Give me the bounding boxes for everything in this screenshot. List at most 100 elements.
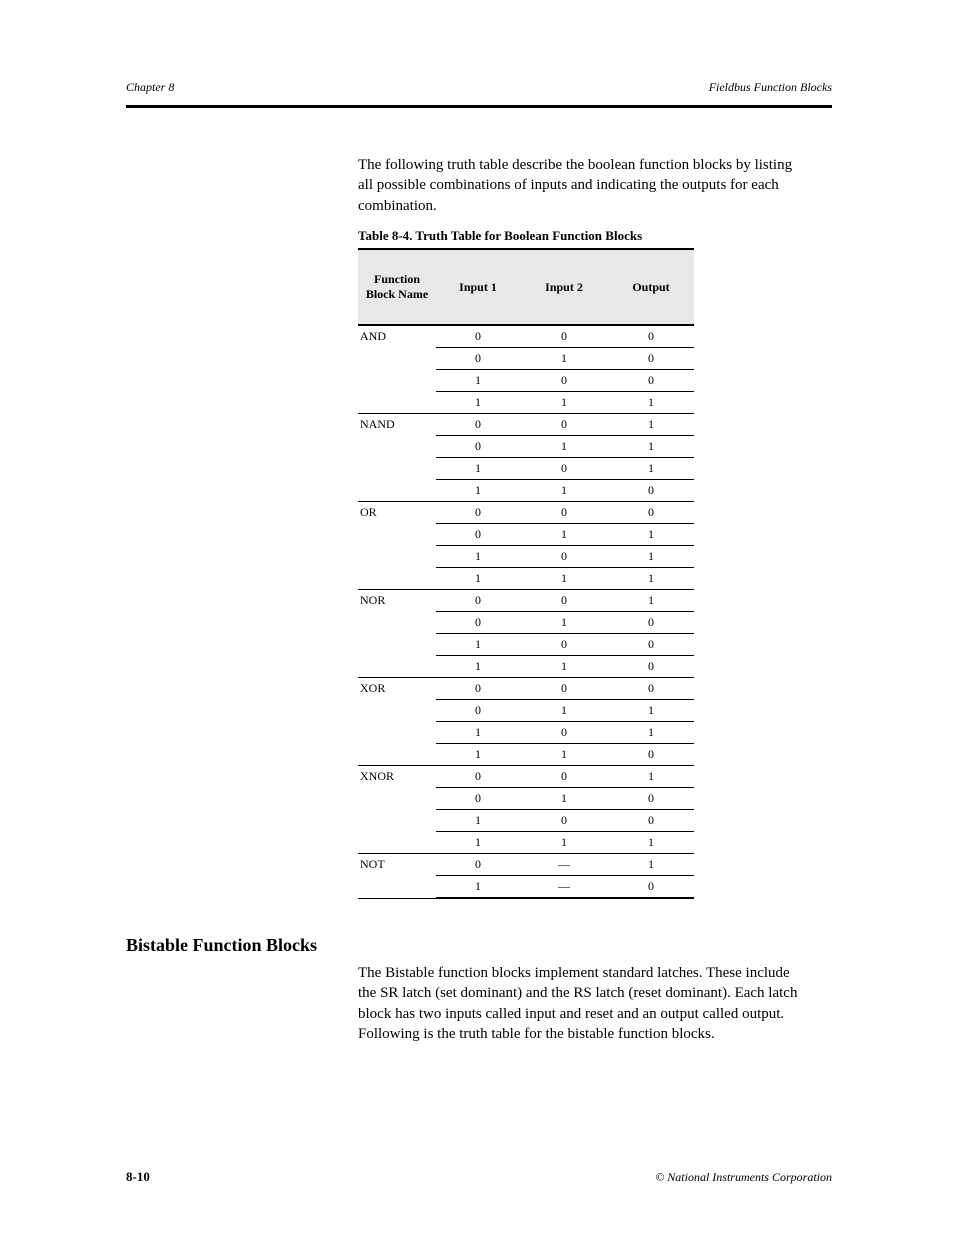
table-cell: 0 [608,876,694,899]
block-name-cell: AND [358,325,436,348]
table-row: OR000 [358,502,694,524]
block-name-cell [358,700,436,722]
table-row: 1—0 [358,876,694,899]
table-header-in2: Input 2 [520,249,608,325]
table-cell: 0 [608,744,694,766]
table-cell: 1 [608,832,694,854]
block-name-cell [358,436,436,458]
table-row: XOR000 [358,678,694,700]
table-row: 010 [358,788,694,810]
table-cell: 1 [436,568,520,590]
table-caption: Table 8-4. Truth Table for Boolean Funct… [358,228,642,244]
table-row: 010 [358,612,694,634]
table-cell: 1 [608,436,694,458]
table-cell: 1 [608,700,694,722]
table-cell: 1 [436,370,520,392]
table-cell: 0 [436,700,520,722]
block-name-cell: XNOR [358,766,436,788]
table-cell: 1 [608,568,694,590]
block-name-cell [358,546,436,568]
block-name-cell: NOT [358,854,436,876]
table-cell: 1 [436,480,520,502]
truth-table: Function Block Name Input 1 Input 2 Outp… [358,248,694,899]
block-name-cell [358,832,436,854]
table-cell: 0 [608,656,694,678]
block-name-cell [358,480,436,502]
table-cell: 1 [520,480,608,502]
table-cell: 1 [520,436,608,458]
table-cell: 0 [608,788,694,810]
table-body: AND000010100111NAND001011101110OR0000111… [358,325,694,898]
table-cell: 1 [608,414,694,436]
table-cell: 0 [520,325,608,348]
table-cell: 0 [520,766,608,788]
page: Chapter 8 Fieldbus Function Blocks The f… [0,0,954,1235]
table-cell: 1 [436,656,520,678]
table-cell: 0 [520,722,608,744]
table-cell: 0 [608,325,694,348]
table-cell: 0 [520,502,608,524]
block-name-cell [358,722,436,744]
header-rule [126,105,832,108]
table-cell: 1 [520,832,608,854]
table-cell: 1 [520,612,608,634]
table-cell: 0 [436,590,520,612]
block-name-cell [358,612,436,634]
table-cell: 1 [436,392,520,414]
table-cell: 1 [608,546,694,568]
table-cell: 1 [520,744,608,766]
table-cell: 1 [436,876,520,899]
table-cell: 1 [608,766,694,788]
table-cell: 0 [520,634,608,656]
table-row: NOT0—1 [358,854,694,876]
table-cell: 1 [608,392,694,414]
table-row: 111 [358,392,694,414]
table-cell: 0 [520,678,608,700]
table-cell: 0 [436,524,520,546]
table-cell: 0 [608,502,694,524]
table-cell: 0 [436,348,520,370]
table-cell: 1 [436,744,520,766]
table-row: 110 [358,656,694,678]
table-cell: 1 [520,568,608,590]
table-cell: 0 [608,810,694,832]
table-header-in1: Input 1 [436,249,520,325]
table-cell: 0 [436,502,520,524]
intro-paragraph: The following truth table describe the b… [358,155,804,216]
block-name-cell [358,458,436,480]
table-row: 101 [358,458,694,480]
table-header-out: Output [608,249,694,325]
block-name-cell [358,392,436,414]
table-cell: 0 [436,854,520,876]
table-cell: 1 [436,722,520,744]
table-cell: 0 [520,590,608,612]
block-name-cell [358,788,436,810]
table-row: 110 [358,744,694,766]
running-header-left: Chapter 8 [126,80,174,95]
table-row: 100 [358,634,694,656]
table-cell: 0 [520,810,608,832]
page-number: 8-10 [126,1169,150,1185]
table-cell: 1 [608,590,694,612]
table-cell: 0 [436,436,520,458]
block-name-cell [358,810,436,832]
block-name-cell: OR [358,502,436,524]
table-cell: — [520,876,608,899]
table-cell: 1 [520,392,608,414]
table-row: 111 [358,568,694,590]
table-header-name: Function Block Name [358,249,436,325]
table-cell: 1 [608,722,694,744]
table-cell: 0 [608,634,694,656]
table-row: AND000 [358,325,694,348]
table-cell: 0 [608,678,694,700]
table-cell: 0 [608,348,694,370]
block-name-cell [358,370,436,392]
table-cell: 1 [608,854,694,876]
block-name-cell: NAND [358,414,436,436]
table-cell: 0 [608,370,694,392]
section-body: The Bistable function blocks implement s… [358,963,808,1044]
block-name-cell [358,876,436,899]
table-cell: 0 [520,458,608,480]
table-row: 011 [358,700,694,722]
table-cell: 0 [436,678,520,700]
